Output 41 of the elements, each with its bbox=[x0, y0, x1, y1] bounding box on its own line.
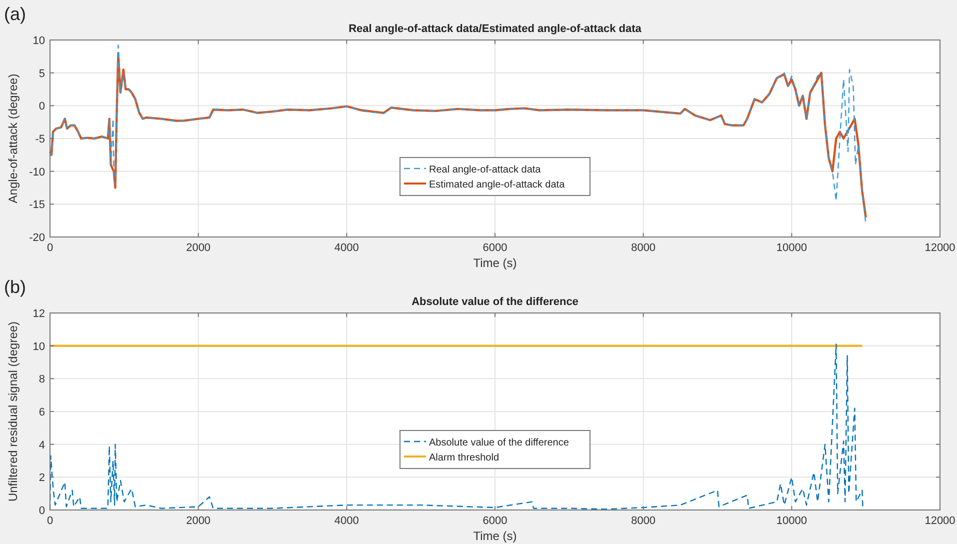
x-tick-label: 4000 bbox=[334, 242, 359, 254]
line-series bbox=[49, 344, 864, 511]
legend-label: Estimated angle-of-attack data bbox=[429, 180, 566, 190]
y-tick-label: 12 bbox=[32, 308, 45, 320]
y-tick-label: 5 bbox=[38, 68, 45, 80]
x-axis-title: Time (s) bbox=[473, 529, 517, 543]
legend-label: Real angle-of-attack data bbox=[429, 164, 542, 176]
chart-title: Real angle-of-attack data/Estimated angle-of-attack data bbox=[348, 23, 642, 35]
x-axis-title: Time (s) bbox=[473, 256, 517, 270]
y-tick-label: 4 bbox=[38, 439, 45, 452]
x-tick-label: 6000 bbox=[482, 515, 508, 527]
x-tick-label: 12000 bbox=[924, 515, 956, 527]
x-tick-label: 2000 bbox=[186, 242, 211, 254]
x-tick-label: 6000 bbox=[482, 242, 508, 254]
legend-label: Absolute value of the difference bbox=[429, 438, 570, 448]
y-axis-title: Unfiltered residual signal (degree) bbox=[6, 321, 20, 502]
x-tick-label: 12000 bbox=[924, 242, 956, 254]
x-tick-label: 4000 bbox=[334, 515, 359, 527]
x-tick-label: 0 bbox=[46, 242, 54, 254]
y-tick-label: -15 bbox=[29, 199, 45, 212]
y-tick-label: -5 bbox=[35, 134, 45, 146]
y-tick-label: 6 bbox=[38, 406, 45, 418]
x-tick-label: 8000 bbox=[631, 515, 656, 527]
x-tick-label: 10000 bbox=[776, 242, 807, 254]
text: (a) bbox=[4, 4, 26, 24]
text: (b) bbox=[4, 277, 26, 297]
y-tick-label: -20 bbox=[29, 232, 45, 244]
chart-title: Absolute value of the difference bbox=[412, 296, 578, 308]
x-tick-label: 0 bbox=[46, 515, 54, 527]
y-tick-label: 0 bbox=[38, 100, 45, 113]
x-tick-label: 2000 bbox=[186, 515, 211, 527]
legend-label: Alarm threshold bbox=[429, 452, 500, 464]
y-tick-label: 10 bbox=[32, 340, 45, 353]
y-tick-label: 8 bbox=[38, 374, 45, 386]
y-tick-label: 10 bbox=[32, 35, 45, 47]
x-tick-label: 10000 bbox=[776, 515, 807, 527]
y-tick-label: -10 bbox=[29, 166, 45, 178]
y-tick-label: 2 bbox=[38, 472, 45, 484]
y-tick-label: 0 bbox=[38, 505, 45, 517]
y-axis-title: Angle-of-attack (degree) bbox=[6, 74, 20, 204]
x-tick-label: 8000 bbox=[631, 242, 656, 254]
